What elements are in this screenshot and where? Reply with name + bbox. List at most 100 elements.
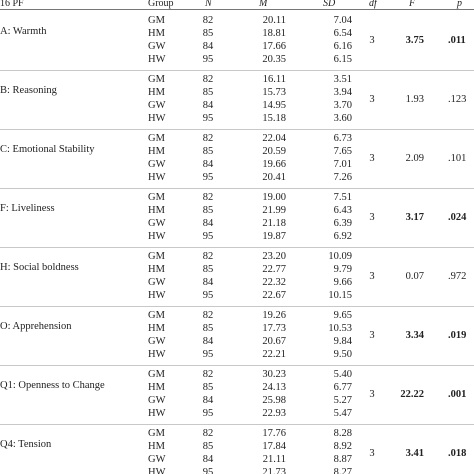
p-cell: .019 (448, 329, 467, 341)
group-cell: GW (148, 100, 166, 111)
group-cell: HW (148, 113, 166, 124)
block-separator (0, 424, 474, 425)
mean-cell: 17.66 (262, 41, 286, 52)
trait-label: H: Social boldness (0, 262, 79, 273)
df-cell: 3 (369, 211, 375, 223)
mean-cell: 16.11 (262, 74, 286, 85)
mean-cell: 19.26 (262, 310, 286, 321)
n-cell: 84 (202, 395, 214, 406)
mean-cell: 22.04 (262, 133, 286, 144)
mean-cell: 18.81 (262, 28, 286, 39)
n-cell: 82 (202, 428, 214, 439)
header-df: df (369, 0, 377, 9)
p-cell: .101 (448, 152, 467, 164)
n-cell: 95 (202, 408, 214, 419)
f-cell: 3.41 (405, 447, 424, 459)
sd-cell: 6.92 (333, 231, 352, 242)
group-cell: HM (148, 87, 165, 98)
n-cell: 95 (202, 172, 214, 183)
sd-cell: 8.87 (333, 454, 352, 465)
trait-label: Q4: Tension (0, 439, 52, 450)
sd-cell: 6.16 (333, 41, 352, 52)
f-cell: 3.17 (405, 211, 424, 223)
block-separator (0, 365, 474, 366)
n-cell: 82 (202, 15, 214, 26)
block-separator (0, 129, 474, 130)
p-cell: .123 (448, 93, 467, 105)
mean-cell: 21.73 (262, 467, 286, 474)
mean-cell: 17.73 (262, 323, 286, 334)
sd-cell: 6.43 (333, 205, 352, 216)
n-cell: 85 (202, 382, 214, 393)
mean-cell: 24.13 (262, 382, 286, 393)
sd-cell: 3.60 (333, 113, 352, 124)
mean-cell: 19.66 (262, 159, 286, 170)
mean-cell: 20.41 (262, 172, 286, 183)
block-separator (0, 306, 474, 307)
n-cell: 85 (202, 205, 214, 216)
group-cell: GM (148, 369, 165, 380)
mean-cell: 21.11 (262, 454, 286, 465)
mean-cell: 19.87 (262, 231, 286, 242)
sd-cell: 10.09 (328, 251, 352, 262)
n-cell: 84 (202, 100, 214, 111)
group-cell: GW (148, 218, 166, 229)
mean-cell: 20.59 (262, 146, 286, 157)
sd-cell: 6.54 (333, 28, 352, 39)
mean-cell: 22.32 (262, 277, 286, 288)
group-cell: HM (148, 441, 165, 452)
n-cell: 84 (202, 336, 214, 347)
sd-cell: 5.40 (333, 369, 352, 380)
group-cell: GM (148, 192, 165, 203)
group-cell: HM (148, 264, 165, 275)
group-cell: GW (148, 277, 166, 288)
df-cell: 3 (369, 270, 375, 282)
n-cell: 95 (202, 231, 214, 242)
mean-cell: 20.11 (262, 15, 286, 26)
n-cell: 95 (202, 54, 214, 65)
sd-cell: 9.79 (333, 264, 352, 275)
n-cell: 85 (202, 146, 214, 157)
sd-cell: 6.73 (333, 133, 352, 144)
sd-cell: 9.66 (333, 277, 352, 288)
f-cell: 0.07 (405, 270, 424, 282)
sd-cell: 9.65 (333, 310, 352, 321)
mean-cell: 22.67 (262, 290, 286, 301)
group-cell: GW (148, 336, 166, 347)
mean-cell: 17.76 (262, 428, 286, 439)
sd-cell: 7.26 (333, 172, 352, 183)
df-cell: 3 (369, 152, 375, 164)
mean-cell: 14.95 (262, 100, 286, 111)
sd-cell: 3.70 (333, 100, 352, 111)
header-p: p (457, 0, 462, 9)
p-cell: .024 (448, 211, 467, 223)
group-cell: HM (148, 28, 165, 39)
n-cell: 84 (202, 454, 214, 465)
mean-cell: 20.35 (262, 54, 286, 65)
group-cell: GM (148, 251, 165, 262)
n-cell: 85 (202, 441, 214, 452)
group-cell: HW (148, 349, 166, 360)
block-separator (0, 188, 474, 189)
sd-cell: 9.84 (333, 336, 352, 347)
header-group: Group (148, 0, 174, 9)
group-cell: GW (148, 41, 166, 52)
f-cell: 22.22 (400, 388, 424, 400)
sd-cell: 5.27 (333, 395, 352, 406)
n-cell: 85 (202, 264, 214, 275)
n-cell: 82 (202, 310, 214, 321)
n-cell: 84 (202, 159, 214, 170)
group-cell: GM (148, 310, 165, 321)
group-cell: HW (148, 54, 166, 65)
sd-cell: 9.50 (333, 349, 352, 360)
mean-cell: 17.84 (262, 441, 286, 452)
mean-cell: 22.21 (262, 349, 286, 360)
n-cell: 95 (202, 349, 214, 360)
mean-cell: 19.00 (262, 192, 286, 203)
df-cell: 3 (369, 34, 375, 46)
trait-label: C: Emotional Stability (0, 144, 95, 155)
n-cell: 85 (202, 28, 214, 39)
group-cell: GM (148, 133, 165, 144)
n-cell: 95 (202, 290, 214, 301)
n-cell: 95 (202, 467, 214, 474)
